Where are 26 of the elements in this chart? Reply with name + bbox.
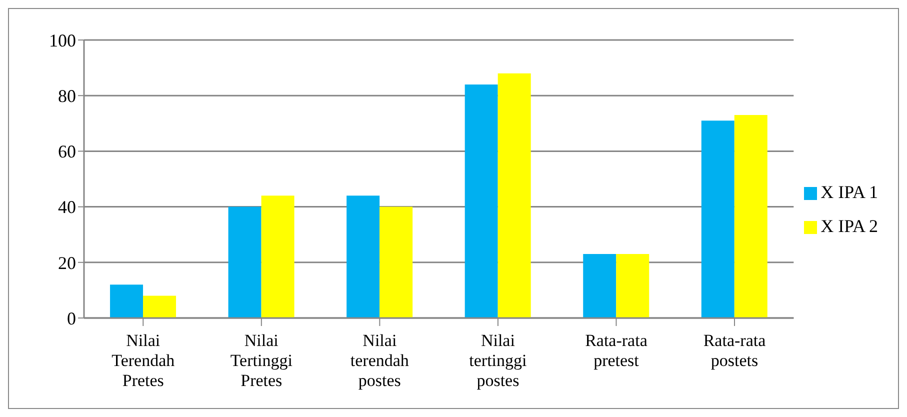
y-tick-label: 80 [58,86,76,106]
bar [110,284,144,318]
legend-label: X IPA 1 [820,182,878,202]
bar [498,73,531,318]
y-tick-label: 60 [58,142,76,162]
bar [464,84,498,318]
bar [583,254,616,318]
legend-label: X IPA 2 [820,216,878,236]
bar [261,196,294,318]
y-tick-label: 20 [58,252,76,273]
bar [734,115,768,318]
x-tick-label: Rata-rata postets [703,331,766,370]
bar [616,254,650,318]
x-tick-label: Nilai tertinggi postes [469,331,528,390]
bar [143,296,176,318]
x-tick-label: Nilai Tertinggi Pretes [230,331,293,390]
y-tick-label: 100 [49,30,76,50]
x-tick-label: Rata-rata pretest [585,331,648,370]
bar [346,196,380,318]
y-tick-label: 40 [58,197,76,218]
bar [701,120,734,318]
bar [228,206,262,318]
x-tick-label: Nilai terendah postes [350,331,410,390]
bar [380,206,413,318]
y-tick-label: 0 [67,308,76,328]
x-tick-label: Nilai Terendah Pretes [112,331,176,390]
